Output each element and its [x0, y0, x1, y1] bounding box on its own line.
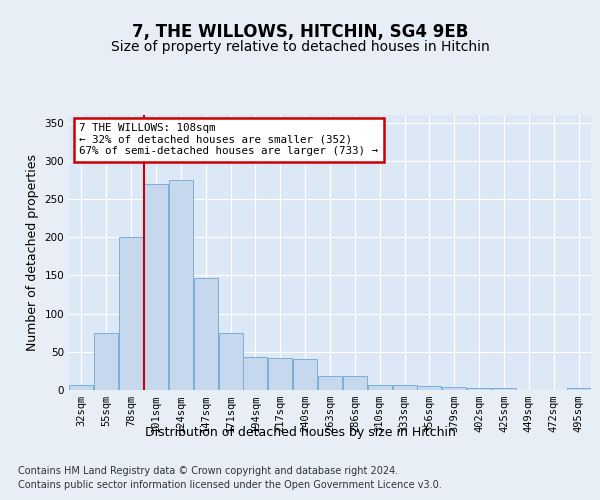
Text: Contains HM Land Registry data © Crown copyright and database right 2024.: Contains HM Land Registry data © Crown c…	[18, 466, 398, 476]
Bar	[392, 384, 416, 390]
Text: 7 THE WILLOWS: 108sqm
← 32% of detached houses are smaller (352)
67% of semi-det: 7 THE WILLOWS: 108sqm ← 32% of detached …	[79, 123, 379, 156]
Bar	[268, 358, 292, 390]
Text: Contains public sector information licensed under the Open Government Licence v3: Contains public sector information licen…	[18, 480, 442, 490]
Bar	[218, 332, 242, 390]
Bar	[119, 237, 143, 390]
Bar	[318, 376, 342, 390]
Bar	[467, 388, 491, 390]
Bar	[442, 387, 466, 390]
Bar	[194, 278, 218, 390]
Text: 7, THE WILLOWS, HITCHIN, SG4 9EB: 7, THE WILLOWS, HITCHIN, SG4 9EB	[132, 22, 468, 40]
Y-axis label: Number of detached properties: Number of detached properties	[26, 154, 39, 351]
Bar	[368, 384, 392, 390]
Bar	[94, 332, 118, 390]
Bar	[343, 376, 367, 390]
Bar	[566, 388, 590, 390]
Bar	[418, 386, 442, 390]
Bar	[293, 360, 317, 390]
Bar	[70, 384, 94, 390]
Bar	[244, 357, 268, 390]
Bar	[492, 388, 516, 390]
Text: Distribution of detached houses by size in Hitchin: Distribution of detached houses by size …	[145, 426, 455, 439]
Bar	[144, 184, 168, 390]
Bar	[169, 180, 193, 390]
Text: Size of property relative to detached houses in Hitchin: Size of property relative to detached ho…	[110, 40, 490, 54]
